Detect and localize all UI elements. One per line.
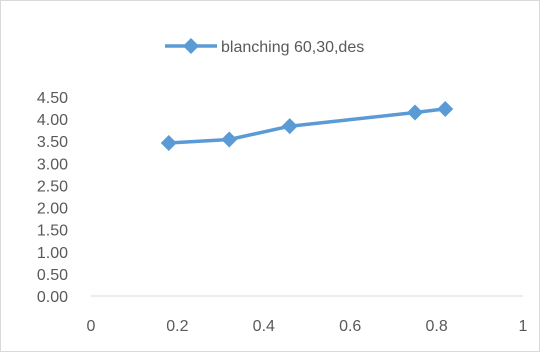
x-tick-label: 0.4: [253, 318, 275, 335]
plot-area: [160, 100, 454, 151]
data-point-marker: [221, 131, 238, 148]
x-tick-label: 0.6: [339, 318, 361, 335]
y-tick-label: 3.50: [37, 134, 68, 151]
y-tick-label: 3.00: [37, 156, 68, 173]
y-tick-label: 1.00: [37, 245, 68, 262]
data-point-marker: [281, 118, 298, 135]
y-axis: 0.00 0.50 1.00 1.50 2.00 2.50 3.00 3.50 4.00 4.50: [37, 90, 68, 306]
y-tick-label: 2.00: [37, 201, 68, 218]
x-axis: 0 0.2 0.4 0.6 0.8 1: [87, 295, 528, 335]
y-tick-label: 0.00: [37, 289, 68, 306]
y-tick-label: 4.50: [37, 90, 68, 107]
x-tick-label: 1: [519, 318, 528, 335]
y-tick-label: 2.50: [37, 178, 68, 195]
x-tick-label: 0.8: [425, 318, 447, 335]
y-tick-label: 1.50: [37, 223, 68, 240]
legend-diamond-marker: [183, 38, 199, 54]
x-tick-label: 0.2: [166, 318, 188, 335]
y-tick-label: 4.00: [37, 112, 68, 129]
x-tick-label: 0: [87, 318, 96, 335]
data-point-marker: [407, 104, 423, 121]
legend-label: blanching 60,30,des: [221, 39, 364, 56]
data-point-marker: [160, 134, 177, 151]
y-tick-label: 0.50: [37, 267, 68, 284]
data-point-marker: [437, 100, 454, 117]
legend: blanching 60,30,des: [165, 38, 364, 56]
